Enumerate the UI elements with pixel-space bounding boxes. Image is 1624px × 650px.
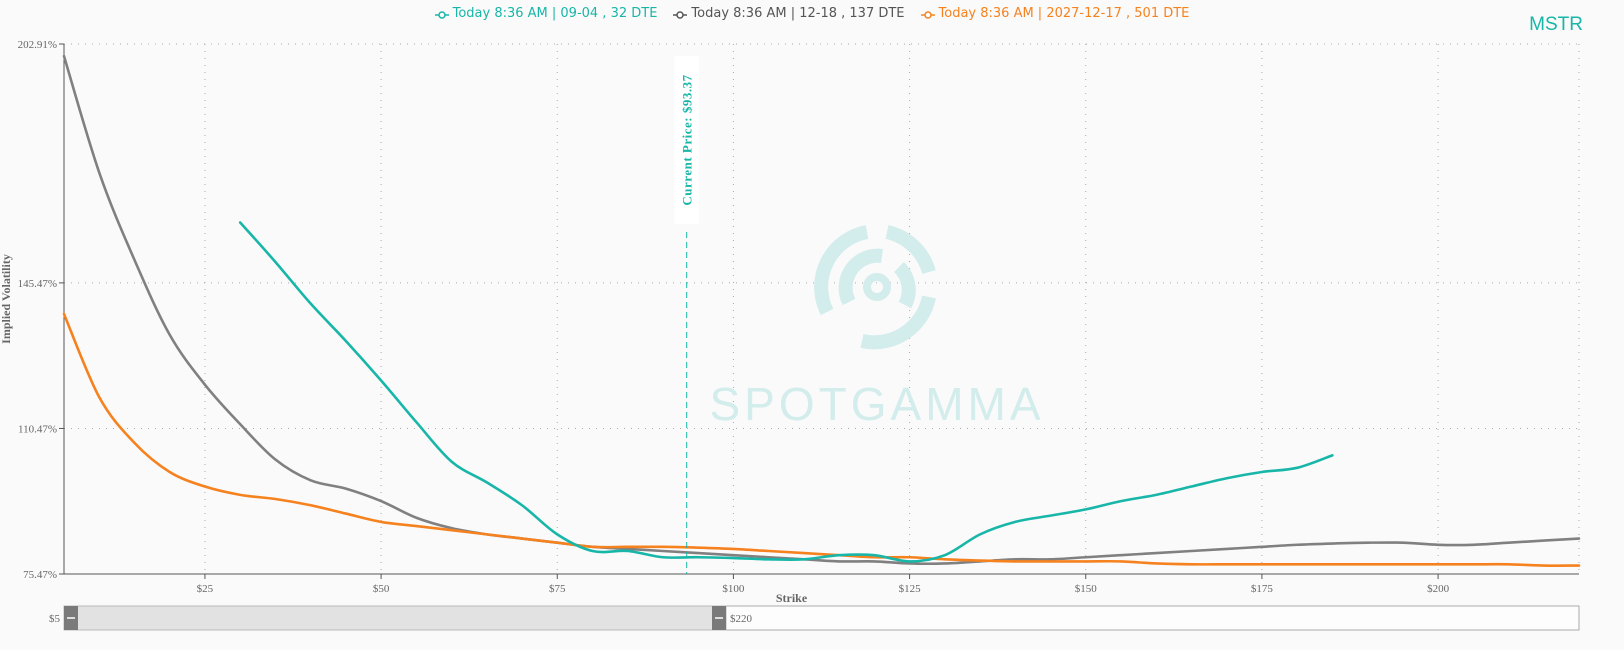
- series-lines: [62, 54, 1581, 567]
- series-line-1: [238, 221, 1334, 563]
- x-axis-title: Strike: [776, 591, 808, 605]
- slider-max-label: $220: [730, 613, 753, 625]
- legend-line-marker-icon: [920, 9, 935, 19]
- legend-item[interactable]: Today 8:36 AM | 09-04 , 32 DTE: [434, 6, 658, 21]
- series-line-3: [62, 312, 1581, 567]
- ticker-symbol: MSTR: [1529, 14, 1583, 35]
- legend-item[interactable]: Today 8:36 AM | 12-18 , 137 DTE: [673, 6, 905, 21]
- legend-label: Today 8:36 AM | 09-04 , 32 DTE: [452, 6, 658, 21]
- y-axis-title: Implied Volatility: [0, 254, 13, 344]
- watermark-text: SPOTGAMMA: [709, 378, 1044, 430]
- y-tick-label: 202.91%: [18, 39, 57, 51]
- chart-legend: Today 8:36 AM | 09-04 , 32 DTE Today 8:36…: [0, 6, 1624, 21]
- current-price-marker: Current Price: $93.37: [674, 56, 699, 574]
- legend-line-marker-icon: [673, 9, 688, 19]
- y-tick-label: 145.47%: [18, 278, 57, 290]
- x-tick-label: $50: [373, 583, 390, 595]
- legend-label: Today 8:36 AM | 2027-12-17 , 501 DTE: [938, 6, 1190, 21]
- x-tick-label: $100: [722, 583, 745, 595]
- legend-label: Today 8:36 AM | 12-18 , 137 DTE: [691, 6, 905, 21]
- x-tick-label: $25: [197, 583, 214, 595]
- current-price-label: Current Price: $93.37: [680, 74, 695, 205]
- slider-selected-range[interactable]: [63, 605, 727, 631]
- x-tick-label: $125: [899, 583, 922, 595]
- x-tick-label: $75: [549, 583, 566, 595]
- current-price-label-box: [674, 56, 699, 224]
- x-tick-label: $150: [1075, 583, 1098, 595]
- axes: $25 $50 $75 $100 $125 $150 $175 $200 75.47% 110.4…: [0, 39, 1579, 605]
- legend-item[interactable]: Today 8:36 AM | 2027-12-17 , 501 DTE: [920, 6, 1190, 21]
- spotgamma-logo-icon: [814, 225, 936, 350]
- x-tick-label: $200: [1427, 583, 1450, 595]
- y-tick-label: 75.47%: [23, 569, 57, 581]
- legend-line-marker-icon: [434, 9, 449, 19]
- slider-min-label: $5: [49, 613, 61, 625]
- y-tick-label: 110.47%: [18, 423, 57, 435]
- range-slider[interactable]: $5 $220: [49, 605, 1580, 631]
- spotgamma-watermark: SPOTGAMMA: [709, 225, 1044, 430]
- x-tick-label: $175: [1251, 583, 1274, 595]
